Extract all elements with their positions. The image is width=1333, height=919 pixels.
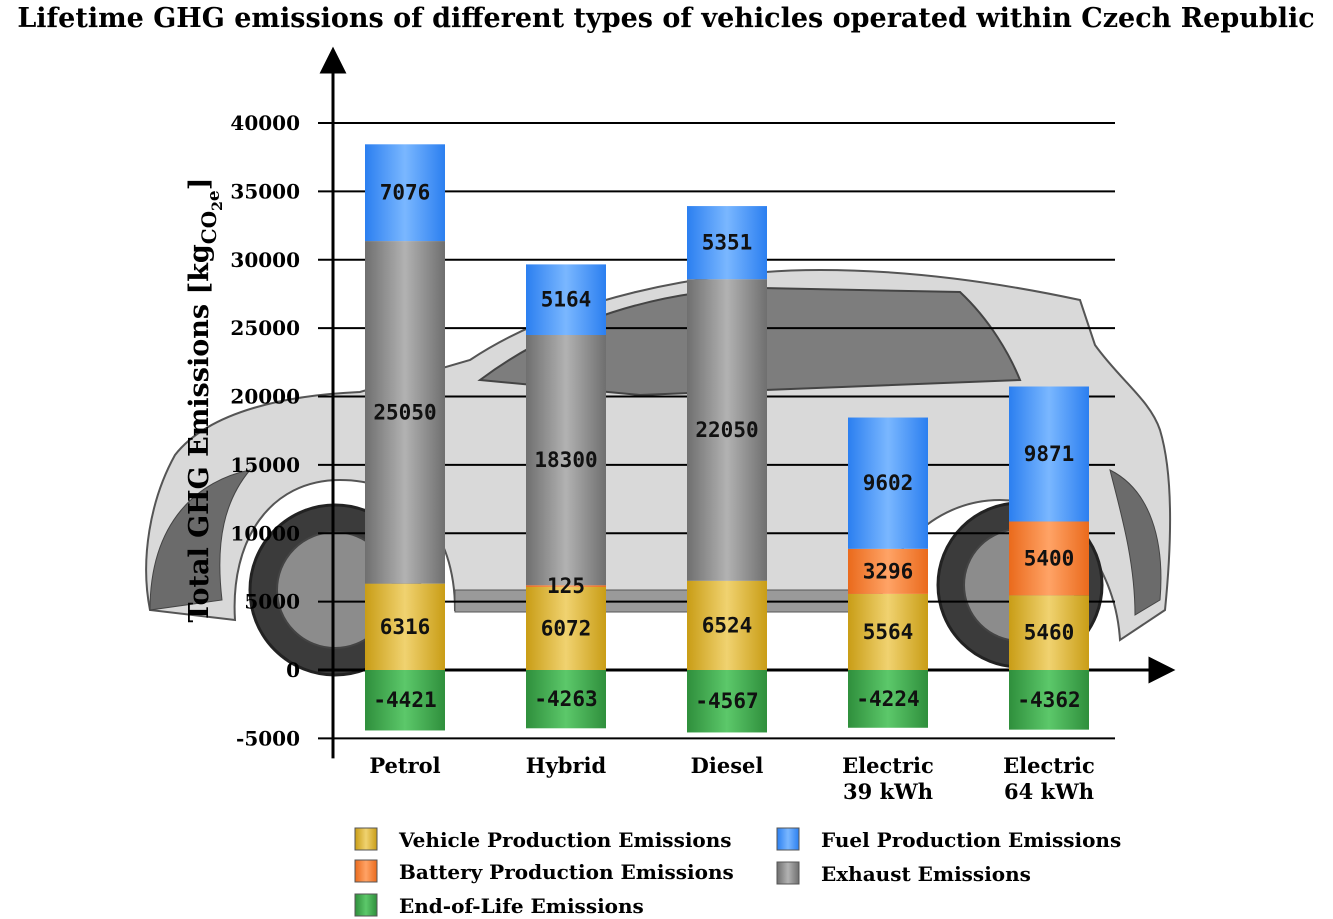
y-tick-label: 0 bbox=[286, 658, 300, 682]
data-label: -4567 bbox=[695, 689, 758, 713]
y-tick-label: -5000 bbox=[236, 726, 300, 750]
legend-swatch bbox=[354, 859, 378, 883]
legend-entry: End-of-Life Emissions bbox=[399, 894, 644, 918]
data-label: -4224 bbox=[856, 687, 919, 711]
legend-entry: Fuel Production Emissions bbox=[821, 828, 1121, 852]
data-label: 9602 bbox=[863, 471, 914, 495]
bar-segment bbox=[365, 241, 445, 584]
legend-swatch bbox=[776, 861, 800, 885]
data-label: 3296 bbox=[863, 559, 914, 583]
legend: Vehicle Production Emissions Battery Prod… bbox=[354, 827, 1121, 918]
bar-segment bbox=[687, 206, 767, 280]
data-label: 5351 bbox=[702, 231, 753, 255]
category-labels: Petrol Hybrid Diesel Electric 39 kWh Electric… bbox=[369, 753, 1095, 804]
bar-segment bbox=[687, 279, 767, 581]
bar-segment bbox=[848, 670, 928, 728]
y-axis-label: Total GHG Emissions [kgCO2e] bbox=[184, 177, 226, 622]
legend-entry: Vehicle Production Emissions bbox=[398, 828, 732, 852]
data-label: 125 bbox=[547, 574, 585, 598]
x-tick-label: Hybrid bbox=[526, 753, 607, 778]
bar-segment bbox=[526, 264, 606, 336]
value-labels: -4421 6316 25050 7076 -4263 6072 125 18300 5164 -… bbox=[373, 181, 1080, 714]
data-label: 7076 bbox=[380, 181, 431, 205]
bar-segment bbox=[526, 670, 606, 729]
bar-segment bbox=[526, 585, 606, 587]
x-tick-label: Electric 64 kWh bbox=[1003, 753, 1095, 804]
data-label: 6524 bbox=[702, 613, 753, 637]
bar-segment bbox=[848, 548, 928, 594]
car-rear-fender bbox=[1109, 469, 1162, 616]
legend-swatch bbox=[776, 827, 800, 851]
data-label: 5460 bbox=[1024, 621, 1075, 645]
y-tick-label: 15000 bbox=[230, 453, 300, 477]
y-tick-label: 30000 bbox=[230, 248, 300, 272]
bar-segment bbox=[526, 586, 606, 670]
data-label: 5564 bbox=[863, 620, 914, 644]
bar-segment bbox=[365, 144, 445, 242]
bar-segment bbox=[1009, 386, 1089, 522]
data-label: 6072 bbox=[541, 616, 592, 640]
bar-segment bbox=[848, 593, 928, 670]
y-tick-label: 20000 bbox=[230, 385, 300, 409]
data-label: 6316 bbox=[380, 615, 431, 639]
bar-segment bbox=[526, 335, 606, 586]
bar-segment bbox=[848, 417, 928, 549]
legend-swatch bbox=[354, 827, 378, 851]
data-label: 5164 bbox=[541, 288, 592, 312]
x-tick-label: Petrol bbox=[369, 753, 440, 778]
chart-title: Lifetime GHG emissions of different type… bbox=[17, 3, 1314, 34]
legend-swatch bbox=[354, 893, 378, 917]
legend-entry: Exhaust Emissions bbox=[821, 862, 1031, 886]
data-label: -4362 bbox=[1017, 688, 1080, 712]
bar-segment bbox=[1009, 670, 1089, 730]
y-tick-label: 40000 bbox=[230, 111, 300, 135]
legend-entry: Battery Production Emissions bbox=[399, 860, 734, 884]
bar-segment bbox=[687, 580, 767, 670]
data-label: -4421 bbox=[373, 688, 436, 712]
bars bbox=[365, 144, 1089, 733]
data-label: 18300 bbox=[534, 448, 597, 472]
data-label: 22050 bbox=[695, 418, 758, 442]
bar-segment bbox=[365, 670, 445, 731]
data-label: -4263 bbox=[534, 687, 597, 711]
data-label: 5400 bbox=[1024, 546, 1075, 570]
y-tick-label: 5000 bbox=[244, 590, 300, 614]
bar-segment bbox=[1009, 521, 1089, 596]
bar-segment bbox=[365, 583, 445, 670]
data-label: 25050 bbox=[373, 400, 436, 424]
data-label: 9871 bbox=[1024, 442, 1075, 466]
bar-segment bbox=[687, 670, 767, 733]
y-tick-label: 25000 bbox=[230, 316, 300, 340]
bar-segment bbox=[1009, 595, 1089, 670]
y-tick-label: 10000 bbox=[230, 521, 300, 545]
y-tick-label: 35000 bbox=[230, 179, 300, 203]
x-tick-label: Diesel bbox=[691, 753, 764, 778]
grid: -5000 0 5000 10000 15000 20000 25000 30000 35000… bbox=[230, 111, 1115, 750]
x-tick-label: Electric 39 kWh bbox=[842, 753, 934, 804]
car-front-fender bbox=[149, 469, 252, 611]
